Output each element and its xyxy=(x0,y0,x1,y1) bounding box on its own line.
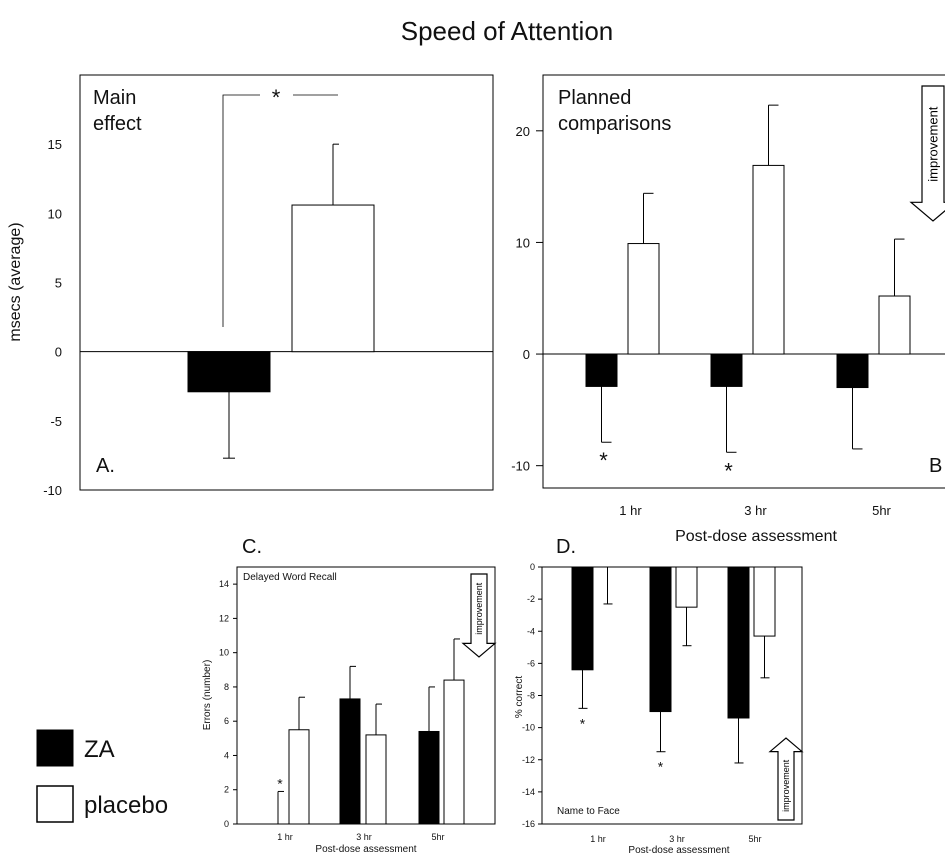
y-tick-label: 12 xyxy=(219,613,229,623)
y-tick-label: -14 xyxy=(522,787,535,797)
y-tick-label: -6 xyxy=(527,658,535,668)
panel-a-annotation-line: effect xyxy=(93,113,142,135)
significance-bracket xyxy=(222,94,260,327)
y-tick-label: 0 xyxy=(523,347,530,362)
panel-a-annotation-line: Main xyxy=(93,87,136,109)
panel-c-improvement-arrow-icon xyxy=(461,573,497,658)
panel-c-xlabel: Post-dose assessment xyxy=(315,844,416,854)
y-tick-label: 20 xyxy=(516,124,530,139)
panel-a-annotation: Main effect xyxy=(93,87,142,135)
y-tick-label: 6 xyxy=(224,716,229,726)
panel-a-frame xyxy=(79,74,494,491)
legend-label-placebo: placebo xyxy=(84,792,168,819)
panel-b-frame xyxy=(542,74,945,489)
y-tick-label: -10 xyxy=(43,483,62,498)
y-tick-label: 5 xyxy=(55,276,62,291)
panel-a: -10 -5 0 5 10 15 * Main effect A. msecs (average) xyxy=(7,85,493,498)
bar-placebo xyxy=(878,295,911,355)
x-tick-label: 1 hr xyxy=(590,834,606,844)
legend-swatch-za xyxy=(36,729,74,767)
bar-za xyxy=(418,730,440,825)
panel-b-annotation: Planned comparisons xyxy=(558,87,671,135)
bar-placebo xyxy=(288,729,310,825)
x-tick-label: 5hr xyxy=(431,832,444,842)
panel-b-improvement-arrow-label: improvement xyxy=(926,106,941,182)
y-tick-label: -4 xyxy=(527,626,535,636)
panel-d-xlabel: Post-dose assessment xyxy=(628,845,729,854)
bar-za xyxy=(187,351,271,393)
y-tick-label: 0 xyxy=(55,345,62,360)
y-tick-label: 10 xyxy=(516,235,530,250)
panel-c: 0 2 4 6 8 10 12 14 1 hr * 3 hr 5hr Post-dose assessm… xyxy=(202,536,497,854)
figure-title: Speed of Attention xyxy=(401,16,614,46)
panel-b: -10 0 10 20 1 hr * 3 hr * 5hr Post-dose assessmen… xyxy=(511,85,945,545)
panel-c-ylabel: Errors (number) xyxy=(202,660,213,731)
bar-placebo xyxy=(443,679,465,825)
y-tick-label: 15 xyxy=(48,137,62,152)
bar-placebo xyxy=(291,204,375,353)
panel-a-letter: A. xyxy=(96,455,115,477)
y-tick-label: -12 xyxy=(522,755,535,765)
x-tick-label: 3 hr xyxy=(356,832,372,842)
legend-label-za: ZA xyxy=(84,736,115,763)
panel-c-improvement-arrow-label: improvement xyxy=(474,582,484,635)
panel-b-annotation-line: Planned xyxy=(558,87,631,109)
legend-swatch-placebo xyxy=(36,785,74,823)
y-tick-label: 0 xyxy=(224,819,229,829)
y-tick-label: -10 xyxy=(511,459,530,474)
y-tick-label: -16 xyxy=(522,819,535,829)
bar-placebo xyxy=(675,566,698,608)
bar-za xyxy=(571,566,594,671)
y-tick-label: 10 xyxy=(219,648,229,658)
panel-b-xlabel: Post-dose assessment xyxy=(675,528,837,545)
panel-d-annotation: Name to Face xyxy=(557,806,620,817)
x-tick-label: 5hr xyxy=(872,503,891,518)
y-tick-label: 2 xyxy=(224,785,229,795)
x-tick-label: 1 hr xyxy=(277,832,293,842)
bar-za xyxy=(649,566,672,713)
y-tick-label: -5 xyxy=(50,414,62,429)
bar-za xyxy=(339,698,361,825)
panel-c-annotation: Delayed Word Recall xyxy=(243,572,337,583)
bar-placebo xyxy=(753,566,776,637)
y-tick-label: 14 xyxy=(219,579,229,589)
x-tick-label: 5hr xyxy=(748,834,761,844)
bar-za xyxy=(836,353,869,389)
panel-d: 0 -2 -4 -6 -8 -10 -12 -14 -16 1 hr * 3 hr * 5hr Post-d… xyxy=(514,536,804,854)
bar-za xyxy=(710,353,743,387)
significance-star: * xyxy=(277,775,283,791)
significance-star: * xyxy=(580,715,586,731)
y-tick-label: 4 xyxy=(224,750,229,760)
panel-b-annotation-line: comparisons xyxy=(558,113,671,135)
panel-d-letter: D. xyxy=(556,536,576,558)
legend: ZA placebo xyxy=(36,729,168,823)
bar-placebo xyxy=(365,734,387,825)
y-tick-label: 8 xyxy=(224,682,229,692)
bar-za xyxy=(585,353,618,387)
panel-b-improvement-arrow-icon xyxy=(909,85,945,222)
panel-c-letter: C. xyxy=(242,536,262,558)
bar-placebo xyxy=(752,164,785,355)
panel-d-improvement-arrow-icon xyxy=(768,737,804,821)
panel-d-improvement-arrow-label: improvement xyxy=(781,759,791,812)
x-tick-label: 1 hr xyxy=(619,503,642,518)
significance-star: * xyxy=(599,448,608,473)
y-tick-label: 10 xyxy=(48,206,62,221)
significance-star: * xyxy=(658,759,664,775)
significance-star: * xyxy=(272,85,281,110)
x-tick-label: 3 hr xyxy=(669,834,685,844)
panel-d-ylabel: % correct xyxy=(514,676,525,718)
panel-b-letter: B xyxy=(929,455,942,477)
x-tick-label: 3 hr xyxy=(744,503,767,518)
y-tick-label: -10 xyxy=(522,723,535,733)
bar-za xyxy=(727,566,750,719)
y-tick-label: -8 xyxy=(527,691,535,701)
y-tick-label: 0 xyxy=(530,562,535,572)
significance-star: * xyxy=(724,458,733,483)
bar-placebo xyxy=(627,243,660,355)
panel-a-ylabel: msecs (average) xyxy=(7,222,24,341)
y-tick-label: -2 xyxy=(527,594,535,604)
